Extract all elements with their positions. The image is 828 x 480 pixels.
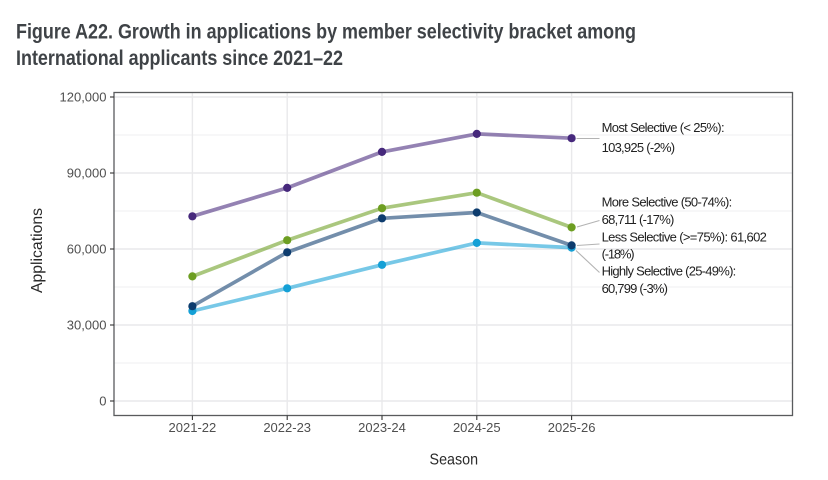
svg-text:More Selective (50-74%):: More Selective (50-74%):: [602, 195, 733, 210]
svg-text:60,000: 60,000: [67, 242, 107, 257]
svg-text:2024-25: 2024-25: [453, 420, 501, 435]
svg-text:Less Selective (>=75%): 61,602: Less Selective (>=75%): 61,602: [602, 229, 767, 244]
svg-text:0: 0: [99, 394, 106, 409]
svg-text:Most Selective (< 25%):: Most Selective (< 25%):: [602, 120, 725, 135]
svg-text:2021-22: 2021-22: [169, 420, 217, 435]
svg-text:Figure A22. Growth in applicat: Figure A22. Growth in applications by me…: [16, 20, 636, 44]
svg-text:(-18%): (-18%): [602, 247, 635, 262]
svg-text:30,000: 30,000: [67, 318, 107, 333]
svg-text:Season: Season: [430, 452, 479, 469]
svg-text:103,925 (-2%): 103,925 (-2%): [602, 140, 676, 155]
svg-text:2023-24: 2023-24: [358, 420, 406, 435]
svg-text:2022-23: 2022-23: [263, 420, 311, 435]
svg-text:Applications: Applications: [29, 208, 46, 293]
svg-text:60,799 (-3%): 60,799 (-3%): [602, 281, 668, 296]
svg-text:120,000: 120,000: [60, 90, 107, 105]
svg-text:90,000: 90,000: [67, 166, 107, 181]
svg-text:68,711 (-17%): 68,711 (-17%): [602, 212, 675, 227]
svg-text:Highly Selective (25-49%):: Highly Selective (25-49%):: [602, 263, 737, 278]
svg-text:2025-26: 2025-26: [548, 420, 596, 435]
svg-text:International applicants since: International applicants since 2021–22: [16, 46, 343, 70]
